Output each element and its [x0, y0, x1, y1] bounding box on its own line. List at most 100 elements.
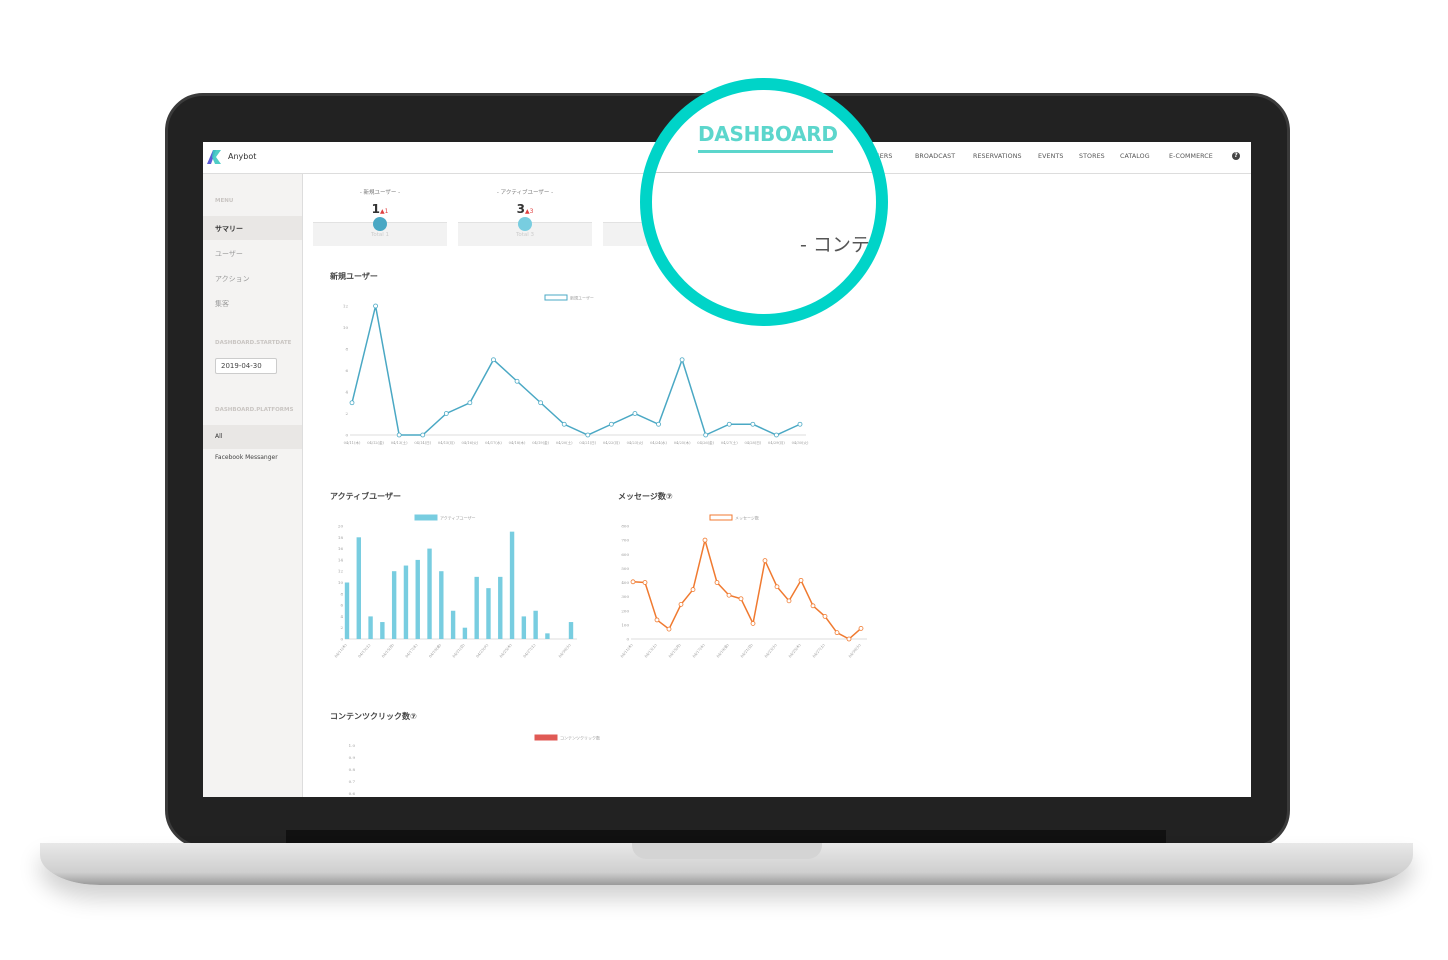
- y-tick-label: 16: [338, 546, 344, 551]
- messages-legend-label: メッセージ数: [735, 515, 759, 521]
- sidebar-item-users[interactable]: ユーザー: [215, 250, 243, 258]
- platform-all[interactable]: All: [203, 425, 302, 449]
- app-name: Anybot: [228, 152, 257, 161]
- messages-line: [632, 537, 862, 640]
- x-tick-label: 04/17(水): [404, 642, 419, 659]
- x-tick-label: 04/30(火): [557, 642, 572, 659]
- new-users-point: [373, 303, 378, 309]
- sidebar-item-summary[interactable]: サマリー: [203, 216, 302, 240]
- card-new-users-label: - 新規ユーザー -: [359, 190, 401, 196]
- x-tick-label: 04/11(木): [619, 642, 634, 659]
- sidebar-item-actions[interactable]: アクション: [215, 275, 250, 283]
- nav-users[interactable]: USERS: [871, 153, 893, 160]
- x-tick-label: 04/17(水): [691, 642, 706, 659]
- x-tick-label: 04/27(土): [721, 440, 738, 445]
- messages-point: [630, 579, 636, 585]
- y-tick-label: 0.6: [349, 791, 356, 796]
- y-tick-label: 0: [626, 637, 629, 642]
- question-circle-icon[interactable]: ?: [1232, 152, 1240, 160]
- new-users-point: [443, 411, 449, 416]
- nav-broadcast[interactable]: BROADCAST: [915, 153, 956, 160]
- x-tick-label: 04/27(土): [522, 642, 537, 659]
- new-users-point: [656, 421, 661, 427]
- y-tick-label: 10: [343, 325, 349, 330]
- y-tick-label: 2: [340, 625, 343, 630]
- new-users-point: [726, 421, 732, 427]
- x-tick-label: 04/29(月): [768, 440, 785, 445]
- nav-stores[interactable]: STORES: [1079, 153, 1105, 160]
- y-tick-label: 500: [621, 566, 629, 571]
- nav-catalog[interactable]: CATALOG: [1120, 153, 1150, 160]
- sidebar-item-acquisition[interactable]: 集客: [215, 300, 229, 308]
- y-tick-label: 0.8: [349, 767, 356, 772]
- messages-point: [822, 613, 828, 619]
- laptop-notch: [632, 843, 822, 859]
- nav-events[interactable]: EVENTS: [1038, 153, 1064, 160]
- chart-title-active-users: アクティブユーザー: [330, 492, 401, 501]
- messages-point: [666, 626, 672, 632]
- messages-point: [642, 580, 648, 585]
- new-users-point: [396, 432, 402, 438]
- content-clicks-legend-label: コンテンツクリック数: [560, 735, 600, 741]
- y-tick-label: 800: [621, 524, 629, 529]
- y-tick-label: 12: [343, 304, 349, 309]
- new-users-legend-label: 新規ユーザー: [570, 295, 594, 301]
- x-tick-label: 04/15(月): [380, 642, 395, 659]
- chart-title-content-clicks: コンテンツクリック数⑦: [330, 712, 417, 721]
- messages-point: [714, 580, 720, 585]
- active-users-dot-icon: [518, 217, 532, 231]
- y-tick-label: 300: [621, 594, 629, 599]
- x-tick-label: 04/22(月): [603, 440, 620, 445]
- x-tick-label: 04/11(木): [344, 440, 361, 445]
- y-tick-label: 8: [345, 347, 348, 352]
- platform-facebook-messanger[interactable]: Facebook Messanger: [215, 454, 278, 461]
- card-active-users-total: Total 3: [515, 232, 535, 238]
- card-active-users-value: 3▲3: [458, 202, 592, 216]
- x-tick-label: 04/30(火): [847, 642, 862, 659]
- messages-point: [834, 630, 840, 636]
- y-tick-label: 100: [621, 622, 629, 627]
- new-users-point: [467, 400, 473, 406]
- x-tick-label: 04/23(火): [627, 440, 644, 445]
- nav-e-commerce[interactable]: E-COMMERCE: [1169, 153, 1213, 160]
- anybot-logo-icon: [207, 150, 221, 164]
- x-tick-label: 04/16(火): [462, 440, 479, 445]
- x-tick-label: 04/25(木): [498, 642, 513, 659]
- y-tick-label: 0: [340, 637, 343, 642]
- messages-point: [690, 587, 696, 592]
- x-tick-label: 04/24(水): [650, 440, 667, 445]
- chart-title-messages: メッセージ数⑦: [618, 492, 673, 501]
- y-tick-label: 4: [340, 614, 343, 619]
- active-users-bar: [403, 565, 409, 639]
- y-tick-label: 6: [345, 368, 348, 373]
- new-users-point: [585, 432, 591, 438]
- y-tick-label: 12: [338, 569, 344, 574]
- startdate-input[interactable]: 2019-04-30: [215, 358, 277, 374]
- active-users-bar: [391, 571, 397, 639]
- active-users-bar: [462, 627, 468, 639]
- x-tick-label: 04/11(木): [333, 642, 348, 659]
- x-tick-label: 04/23(火): [763, 642, 778, 659]
- messages-point: [858, 626, 864, 631]
- x-tick-label: 04/14(日): [414, 441, 431, 445]
- x-tick-label: 04/25(木): [787, 642, 802, 659]
- y-tick-label: 6: [340, 603, 343, 608]
- menu-header: MENU: [215, 198, 234, 204]
- x-tick-label: 04/25(木): [674, 440, 691, 445]
- charts-canvas: 0 2 4 6 8 10 12 04/11(木) 04/12(金) 04/13(土) 04/14(日…: [333, 294, 867, 796]
- active-users-bar: [545, 633, 550, 639]
- nav-reservations[interactable]: RESERVATIONS: [973, 153, 1022, 160]
- messages-point: [654, 617, 660, 623]
- x-tick-label: 04/21(日): [579, 441, 596, 445]
- x-tick-label: 04/30(火): [792, 440, 809, 445]
- magnified-card-label: - コンテ: [800, 234, 870, 256]
- magnified-dashboard-tab[interactable]: DASHBOARD: [698, 122, 838, 146]
- active-users-bar: [533, 610, 538, 639]
- messages-point: [738, 596, 744, 602]
- content-clicks-legend-swatch: [534, 734, 558, 741]
- new-users-point: [514, 378, 520, 384]
- new-users-point: [774, 432, 779, 438]
- x-tick-label: 04/12(金): [367, 440, 384, 445]
- platforms-label: DASHBOARD.PLATFORMS: [215, 407, 294, 413]
- active-users-bar: [356, 537, 361, 639]
